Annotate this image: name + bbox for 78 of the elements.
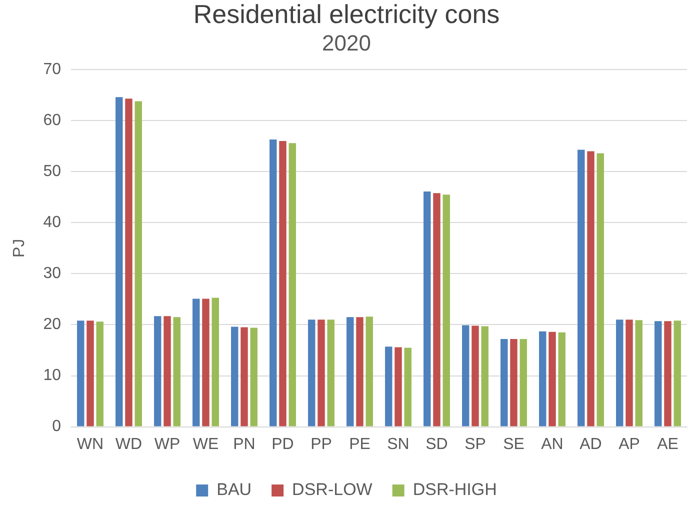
x-tick-label: PD bbox=[272, 436, 294, 453]
x-tick-label: SD bbox=[426, 436, 448, 453]
bar bbox=[250, 328, 258, 426]
bar bbox=[664, 321, 672, 426]
y-tick-label: 30 bbox=[43, 265, 62, 282]
x-tick-label: AP bbox=[618, 436, 640, 453]
y-tick-label: 20 bbox=[43, 316, 62, 334]
bar bbox=[578, 150, 585, 426]
y-tick-label: 70 bbox=[43, 61, 62, 78]
x-tick-label: WE bbox=[192, 436, 219, 453]
bar bbox=[77, 320, 84, 426]
bar bbox=[125, 98, 132, 426]
x-tick-label: WD bbox=[115, 436, 142, 453]
bar bbox=[500, 339, 508, 426]
bar bbox=[240, 327, 248, 426]
y-tick-label: 50 bbox=[43, 163, 62, 180]
y-tick-label: 10 bbox=[43, 367, 62, 384]
bar bbox=[279, 141, 286, 426]
bar bbox=[510, 339, 518, 426]
bar bbox=[424, 192, 431, 426]
x-tick-label: WP bbox=[154, 436, 180, 453]
y-tick-label: 60 bbox=[43, 112, 62, 130]
bar bbox=[394, 347, 402, 426]
bar bbox=[164, 316, 171, 426]
bar bbox=[404, 348, 412, 426]
bar bbox=[154, 316, 162, 426]
y-axis-title: PJ bbox=[11, 238, 28, 258]
y-tick-label: 0 bbox=[52, 418, 62, 436]
bar bbox=[270, 140, 277, 426]
x-tick-label: SE bbox=[503, 436, 524, 453]
bar bbox=[433, 193, 440, 426]
x-tick-label: AD bbox=[580, 436, 602, 453]
bar bbox=[212, 298, 219, 426]
legend-label: DSR-HIGH bbox=[412, 480, 497, 500]
bar bbox=[472, 326, 479, 426]
bar bbox=[192, 298, 200, 426]
bar bbox=[442, 194, 450, 426]
x-tick-label: PP bbox=[310, 436, 332, 453]
bar bbox=[366, 316, 373, 426]
bar bbox=[134, 101, 142, 426]
bar bbox=[173, 317, 180, 426]
bar bbox=[318, 320, 325, 426]
bar bbox=[654, 321, 662, 426]
legend-label: BAU bbox=[216, 480, 252, 500]
bar bbox=[626, 320, 633, 426]
bar bbox=[116, 97, 123, 426]
x-tick-label: PN bbox=[233, 436, 256, 453]
x-tick-label: PE bbox=[349, 436, 370, 453]
bar bbox=[86, 320, 94, 426]
bar bbox=[327, 320, 334, 426]
bar bbox=[635, 320, 642, 426]
bar bbox=[346, 317, 354, 426]
x-tick-label: AE bbox=[657, 436, 678, 453]
x-tick-label: WN bbox=[76, 436, 104, 453]
legend-label: DSR-LOW bbox=[292, 480, 372, 500]
bar bbox=[231, 326, 238, 426]
chart-title: Residential electricity cons bbox=[193, 0, 500, 29]
y-tick-label: 40 bbox=[43, 214, 62, 232]
bar bbox=[548, 332, 556, 426]
x-tick-label: AN bbox=[541, 436, 564, 453]
bar bbox=[539, 331, 546, 426]
bar bbox=[596, 153, 604, 426]
bar bbox=[481, 326, 488, 426]
bar bbox=[558, 332, 566, 426]
bar bbox=[202, 298, 210, 426]
bar bbox=[385, 346, 392, 426]
bar bbox=[288, 143, 296, 426]
bar bbox=[308, 320, 316, 426]
bar bbox=[356, 317, 364, 426]
bar bbox=[616, 320, 624, 426]
bar bbox=[96, 322, 104, 426]
x-tick-label: SN bbox=[387, 436, 410, 453]
chart-subtitle: 2020 bbox=[322, 30, 371, 56]
bar bbox=[462, 325, 470, 426]
bar bbox=[587, 151, 594, 426]
x-tick-label: SP bbox=[464, 436, 486, 453]
bar bbox=[520, 339, 527, 426]
bar bbox=[674, 320, 681, 426]
